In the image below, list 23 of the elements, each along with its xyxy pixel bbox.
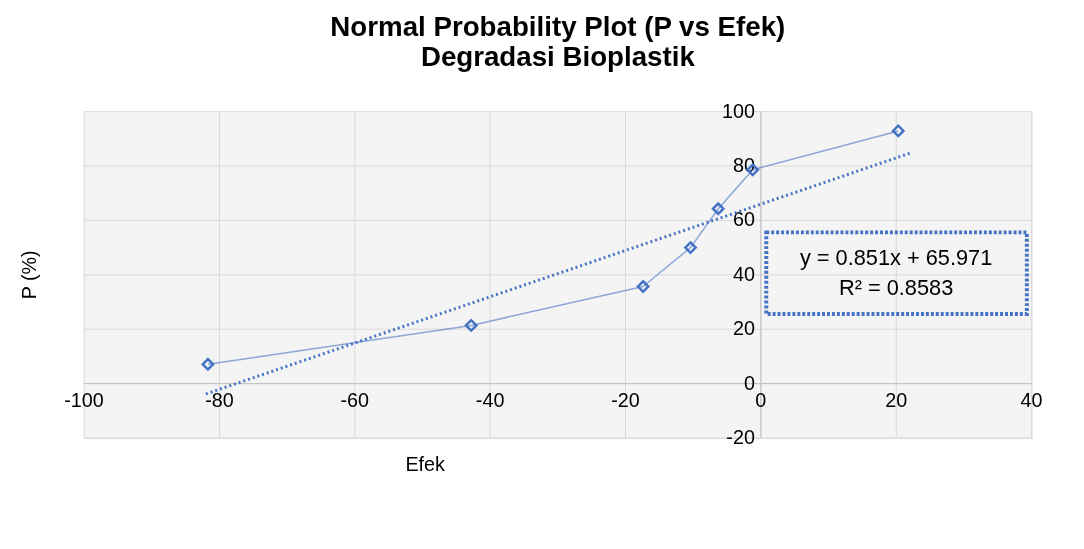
y-tick-label: -20 — [726, 425, 755, 448]
x-tick-label: -40 — [475, 389, 505, 412]
x-tick-label: -20 — [611, 389, 640, 412]
x-axis-title: Efek — [405, 452, 446, 475]
y-tick-label: 0 — [743, 371, 755, 394]
point — [201, 357, 215, 371]
x-tick-label: -80 — [205, 389, 234, 412]
y-tick-label: 20 — [732, 317, 755, 340]
x-tick-label: -60 — [340, 389, 370, 412]
y-tick-label: 100 — [721, 99, 755, 122]
point — [636, 280, 650, 293]
annotation: y = 0.851x + 65.971 R² = 0.8583 — [799, 245, 993, 301]
x-tick-label: -100 — [64, 389, 104, 412]
y-tick-label: 60 — [732, 208, 755, 231]
chart-title: Normal Probability Plot (P vs Efek) Degradasi Bioplastik — [330, 11, 786, 73]
point — [891, 124, 905, 138]
point — [711, 202, 725, 216]
x-tick-label: 40 — [1020, 389, 1043, 412]
point — [684, 241, 697, 255]
y-tick-label: 40 — [732, 262, 755, 285]
x-tick-label: 20 — [885, 389, 908, 412]
point — [464, 318, 478, 332]
y-axis-title: P (%) — [17, 250, 40, 300]
